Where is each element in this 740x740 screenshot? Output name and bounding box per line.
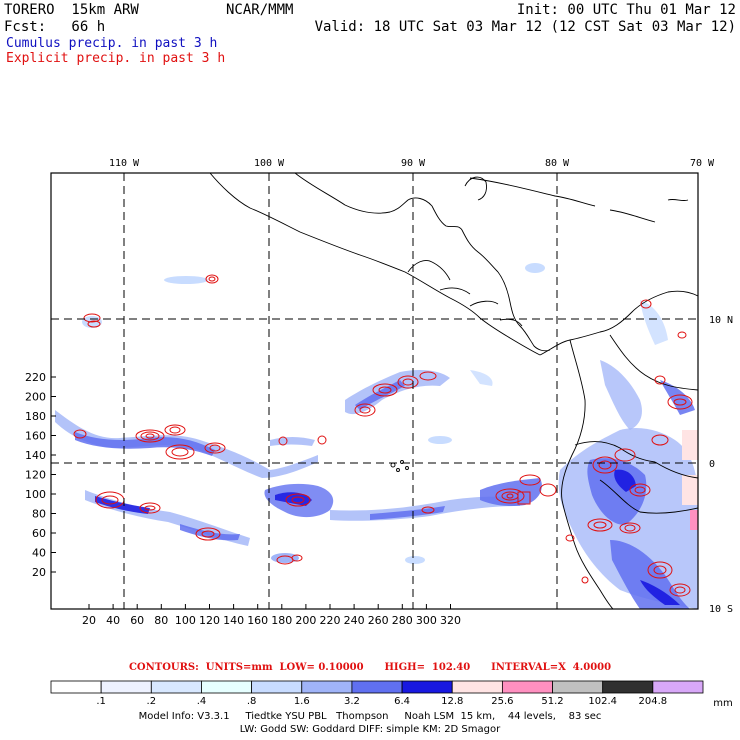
y-tick-label: 40 — [32, 547, 46, 560]
y-tick-label: 20 — [32, 566, 46, 579]
lat-label: 10 N — [709, 315, 733, 326]
colorbar-units: mm — [713, 698, 732, 709]
x-tick-label: 120 — [199, 614, 220, 627]
colorbar-label: 12.8 — [441, 696, 463, 707]
colorbar-label: 51.2 — [541, 696, 563, 707]
x-tick-label: 100 — [175, 614, 196, 627]
colorbar-label: .2 — [147, 696, 157, 707]
x-tick-label: 240 — [344, 614, 365, 627]
colorbar-swatch — [652, 680, 704, 694]
colorbar-swatch — [401, 680, 453, 694]
map-frame — [50, 172, 699, 610]
explicit-field-label: Explicit precip. in past 3 h — [6, 51, 226, 66]
y-tick-label: 160 — [25, 430, 46, 443]
lat-label: 10 S — [709, 604, 733, 615]
colorbar-swatch — [50, 680, 102, 694]
y-tick-label: 180 — [25, 410, 46, 423]
lon-label: 90 W — [401, 158, 426, 169]
colorbar-swatch — [501, 680, 553, 694]
valid-time: Valid: 18 UTC Sat 03 Mar 12 (12 CST Sat … — [314, 19, 736, 35]
lon-label: 80 W — [545, 158, 570, 169]
colorbar-label: 3.2 — [344, 696, 360, 707]
x-tick-label: 300 — [416, 614, 437, 627]
x-tick-label: 200 — [295, 614, 316, 627]
colorbar-swatch — [602, 680, 654, 694]
x-tick-labels: 20 40 60 80 100 120 140 160 180 200 220 240 260 280 30… — [82, 614, 461, 627]
colorbar-swatch — [301, 680, 353, 694]
x-tick-label: 260 — [368, 614, 389, 627]
colorbar-label: .4 — [197, 696, 207, 707]
model-title: TORERO 15km ARW — [4, 2, 139, 18]
colorbar-label: 1.6 — [294, 696, 310, 707]
explicit-precip-contours — [73, 274, 693, 597]
y-tick-labels: 20 40 60 80 100 120 140 160 180 200 220 — [25, 371, 46, 579]
org-label: NCAR/MMM — [226, 2, 294, 18]
colorbar-swatch — [251, 680, 303, 694]
colorbar-swatch — [351, 680, 403, 694]
y-tick-label: 140 — [25, 449, 46, 462]
contour-info: CONTOURS: UNITS=mm LOW= 0.10000 HIGH= 10… — [128, 662, 612, 673]
colorbar-label: 204.8 — [639, 696, 668, 707]
y-tick-label: 60 — [32, 527, 46, 540]
y-tick-label: 80 — [32, 508, 46, 521]
x-tick-label: 320 — [440, 614, 461, 627]
model-info-line1: Model Info: V3.3.1 Tiedtke YSU PBL Thomp… — [138, 711, 602, 722]
y-tick-label: 100 — [25, 488, 46, 501]
x-tick-label: 140 — [223, 614, 244, 627]
colorbar: .1 .2 .4 .8 1.6 3.2 6.4 12.8 25.6 51.2 102.4 204.8 — [50, 680, 704, 707]
colorbar-label: .1 — [96, 696, 106, 707]
x-tick-label: 280 — [392, 614, 413, 627]
x-tick-label: 220 — [320, 614, 341, 627]
colorbar-swatch — [552, 680, 604, 694]
lon-label: 110 W — [109, 158, 140, 169]
colorbar-label: 102.4 — [588, 696, 617, 707]
cumulus-field-label: Cumulus precip. in past 3 h — [6, 36, 218, 51]
y-tick-label: 220 — [25, 371, 46, 384]
axis-ticks — [51, 376, 451, 609]
colorbar-label: 25.6 — [491, 696, 513, 707]
lon-label: 100 W — [254, 158, 285, 169]
longitude-labels: 110 W 100 W 90 W 80 W 70 W — [109, 158, 715, 169]
lon-label: 70 W — [690, 158, 715, 169]
x-tick-label: 20 — [82, 614, 96, 627]
model-info-line2: LW: Godd SW: Goddard DIFF: simple KM: 2D… — [239, 724, 501, 735]
x-tick-label: 80 — [154, 614, 168, 627]
colorbar-swatch — [451, 680, 503, 694]
x-tick-label: 180 — [271, 614, 292, 627]
lat-label: 0 — [709, 459, 715, 470]
x-tick-label: 160 — [247, 614, 268, 627]
y-tick-label: 120 — [25, 469, 46, 482]
y-tick-label: 200 — [25, 391, 46, 404]
init-time: Init: 00 UTC Thu 01 Mar 12 — [516, 2, 736, 18]
latitude-labels: 10 N 0 10 S — [709, 315, 733, 615]
x-tick-label: 40 — [106, 614, 120, 627]
colorbar-label: 6.4 — [394, 696, 410, 707]
latlon-grid — [51, 173, 698, 609]
x-tick-label: 60 — [130, 614, 144, 627]
forecast-hour: Fcst: 66 h — [4, 19, 106, 35]
colorbar-swatch — [150, 680, 202, 694]
colorbar-swatch — [100, 680, 152, 694]
coastlines — [209, 173, 698, 609]
colorbar-swatch — [201, 680, 253, 694]
colorbar-label: .8 — [247, 696, 257, 707]
